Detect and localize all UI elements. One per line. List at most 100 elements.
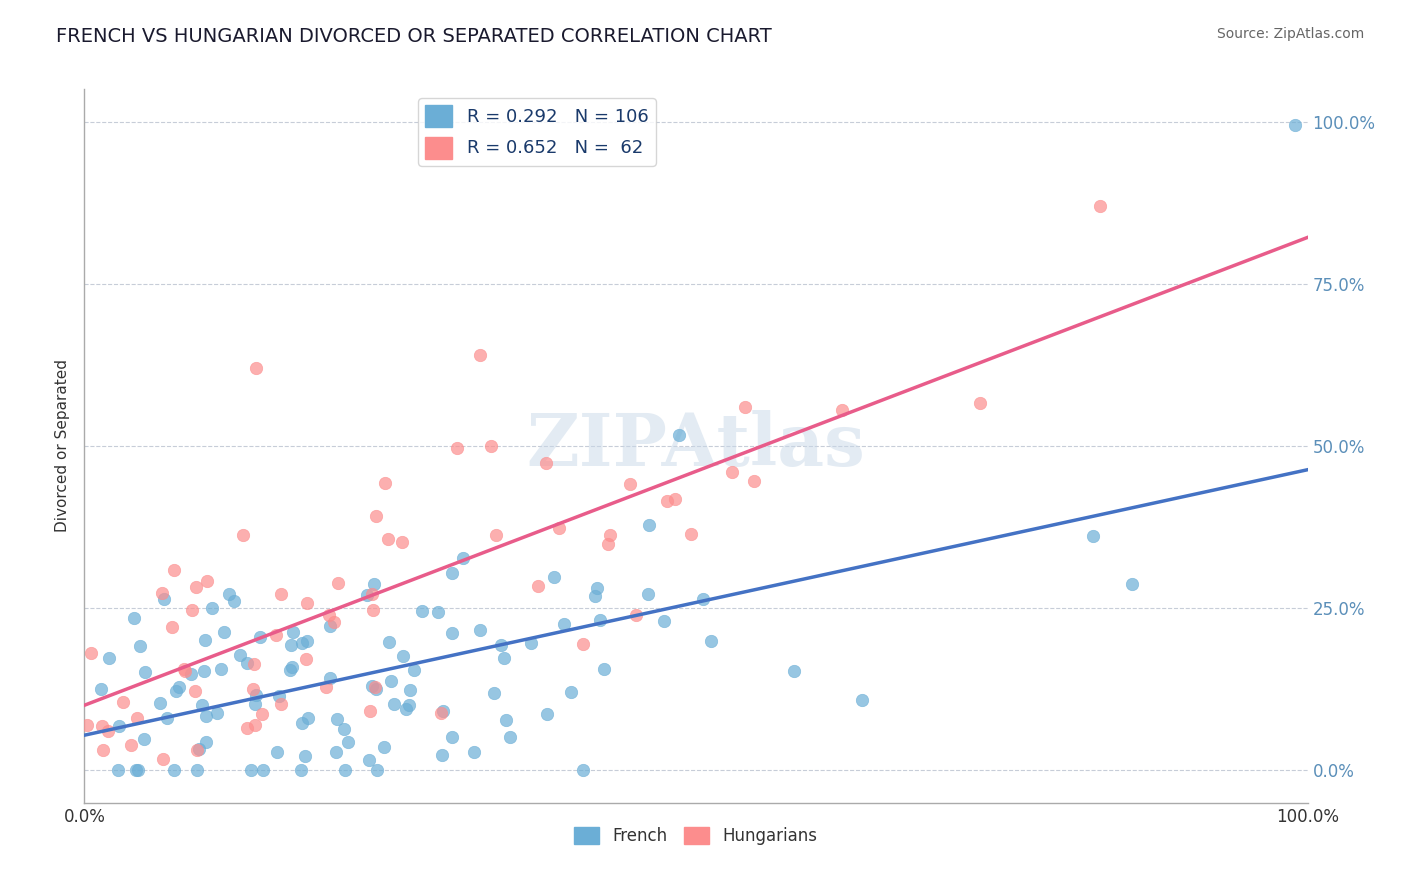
Point: [742, 474, 765, 488]
Point: [356, 589, 378, 603]
Point: [229, 648, 252, 663]
Point: [446, 441, 468, 455]
Point: [174, 664, 197, 678]
Point: [969, 395, 991, 409]
Point: [165, 684, 187, 698]
Point: [361, 603, 384, 617]
Point: [290, 715, 312, 730]
Text: Source: ZipAtlas.com: Source: ZipAtlas.com: [1216, 27, 1364, 41]
Point: [700, 633, 723, 648]
Point: [242, 657, 264, 672]
Point: [391, 535, 413, 549]
Point: [831, 403, 853, 417]
Point: [264, 628, 287, 642]
Point: [125, 711, 148, 725]
Point: [337, 734, 360, 748]
Point: [361, 679, 384, 693]
Point: [153, 592, 176, 607]
Point: [432, 748, 454, 763]
Point: [224, 593, 246, 607]
Point: [382, 697, 405, 711]
Point: [432, 704, 454, 718]
Point: [489, 638, 512, 652]
Point: [440, 566, 463, 580]
Point: [527, 579, 550, 593]
Point: [495, 713, 517, 727]
Point: [638, 517, 661, 532]
Text: ZIPAtlas: ZIPAtlas: [526, 410, 866, 482]
Point: [668, 427, 690, 442]
Point: [250, 707, 273, 722]
Point: [201, 600, 224, 615]
Point: [270, 698, 292, 712]
Point: [90, 718, 112, 732]
Point: [245, 361, 267, 376]
Point: [90, 681, 112, 696]
Point: [290, 636, 312, 650]
Point: [294, 652, 316, 666]
Point: [160, 620, 183, 634]
Point: [243, 698, 266, 712]
Point: [152, 752, 174, 766]
Point: [80, 646, 103, 660]
Text: FRENCH VS HUNGARIAN DIVORCED OR SEPARATED CORRELATION CHART: FRENCH VS HUNGARIAN DIVORCED OR SEPARATE…: [56, 27, 772, 45]
Point: [290, 764, 312, 778]
Point: [586, 581, 609, 595]
Point: [427, 606, 450, 620]
Point: [585, 589, 607, 603]
Point: [366, 508, 388, 523]
Point: [596, 536, 619, 550]
Point: [297, 711, 319, 725]
Point: [318, 618, 340, 632]
Point: [183, 684, 205, 698]
Point: [319, 671, 342, 685]
Point: [240, 764, 263, 778]
Point: [150, 585, 173, 599]
Point: [193, 664, 215, 678]
Point: [619, 476, 641, 491]
Point: [664, 492, 686, 507]
Point: [592, 662, 614, 676]
Point: [782, 664, 804, 678]
Point: [76, 718, 98, 732]
Point: [404, 663, 426, 677]
Point: [318, 608, 340, 623]
Point: [107, 764, 129, 778]
Point: [326, 575, 349, 590]
Point: [283, 625, 305, 640]
Point: [398, 698, 420, 712]
Point: [125, 764, 148, 778]
Point: [297, 596, 319, 610]
Point: [652, 614, 675, 628]
Point: [280, 638, 302, 652]
Point: [624, 608, 647, 623]
Point: [560, 684, 582, 698]
Point: [112, 695, 135, 709]
Point: [451, 551, 474, 566]
Point: [679, 526, 702, 541]
Point: [188, 741, 211, 756]
Point: [173, 662, 195, 676]
Point: [186, 764, 208, 778]
Point: [91, 742, 114, 756]
Point: [377, 532, 399, 546]
Point: [326, 712, 349, 726]
Point: [167, 680, 190, 694]
Point: [195, 709, 218, 723]
Point: [637, 587, 659, 601]
Point: [374, 475, 396, 490]
Point: [572, 637, 595, 651]
Point: [149, 697, 172, 711]
Point: [468, 348, 491, 362]
Point: [468, 623, 491, 637]
Point: [599, 527, 621, 541]
Point: [156, 711, 179, 725]
Point: [127, 764, 149, 778]
Point: [194, 735, 217, 749]
Point: [1121, 577, 1143, 591]
Point: [294, 749, 316, 764]
Point: [429, 706, 451, 720]
Point: [692, 592, 714, 607]
Point: [180, 667, 202, 681]
Point: [163, 563, 186, 577]
